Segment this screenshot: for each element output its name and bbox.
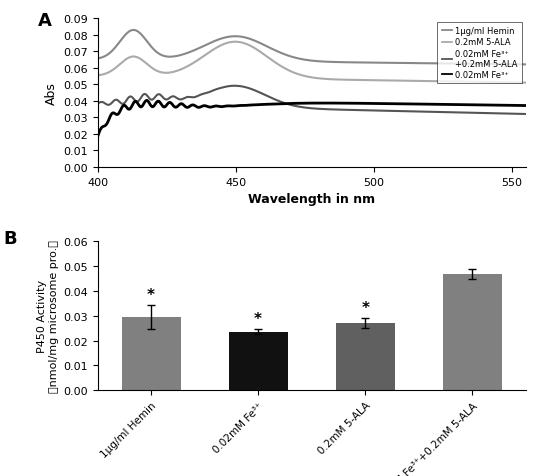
Bar [121, 317, 180, 390]
Bar [229, 332, 288, 390]
Y-axis label: P450 Activity
（nmol/mg microsome pro.）: P450 Activity （nmol/mg microsome pro.） [37, 240, 59, 392]
Text: *: * [147, 287, 155, 302]
Text: A: A [37, 11, 51, 30]
Text: *: * [361, 301, 369, 316]
Y-axis label: Abs: Abs [44, 82, 57, 105]
X-axis label: Wavelength in nm: Wavelength in nm [248, 193, 375, 206]
Text: *: * [254, 312, 262, 327]
Legend: 1μg/ml Hemin, 0.2mM 5-ALA, 0.02mM Fe³⁺
+0.2mM 5-ALA, 0.02mM Fe³⁺: 1μg/ml Hemin, 0.2mM 5-ALA, 0.02mM Fe³⁺ +… [437, 23, 521, 84]
Text: B: B [3, 230, 17, 248]
Bar [443, 274, 502, 390]
Bar [335, 324, 395, 390]
